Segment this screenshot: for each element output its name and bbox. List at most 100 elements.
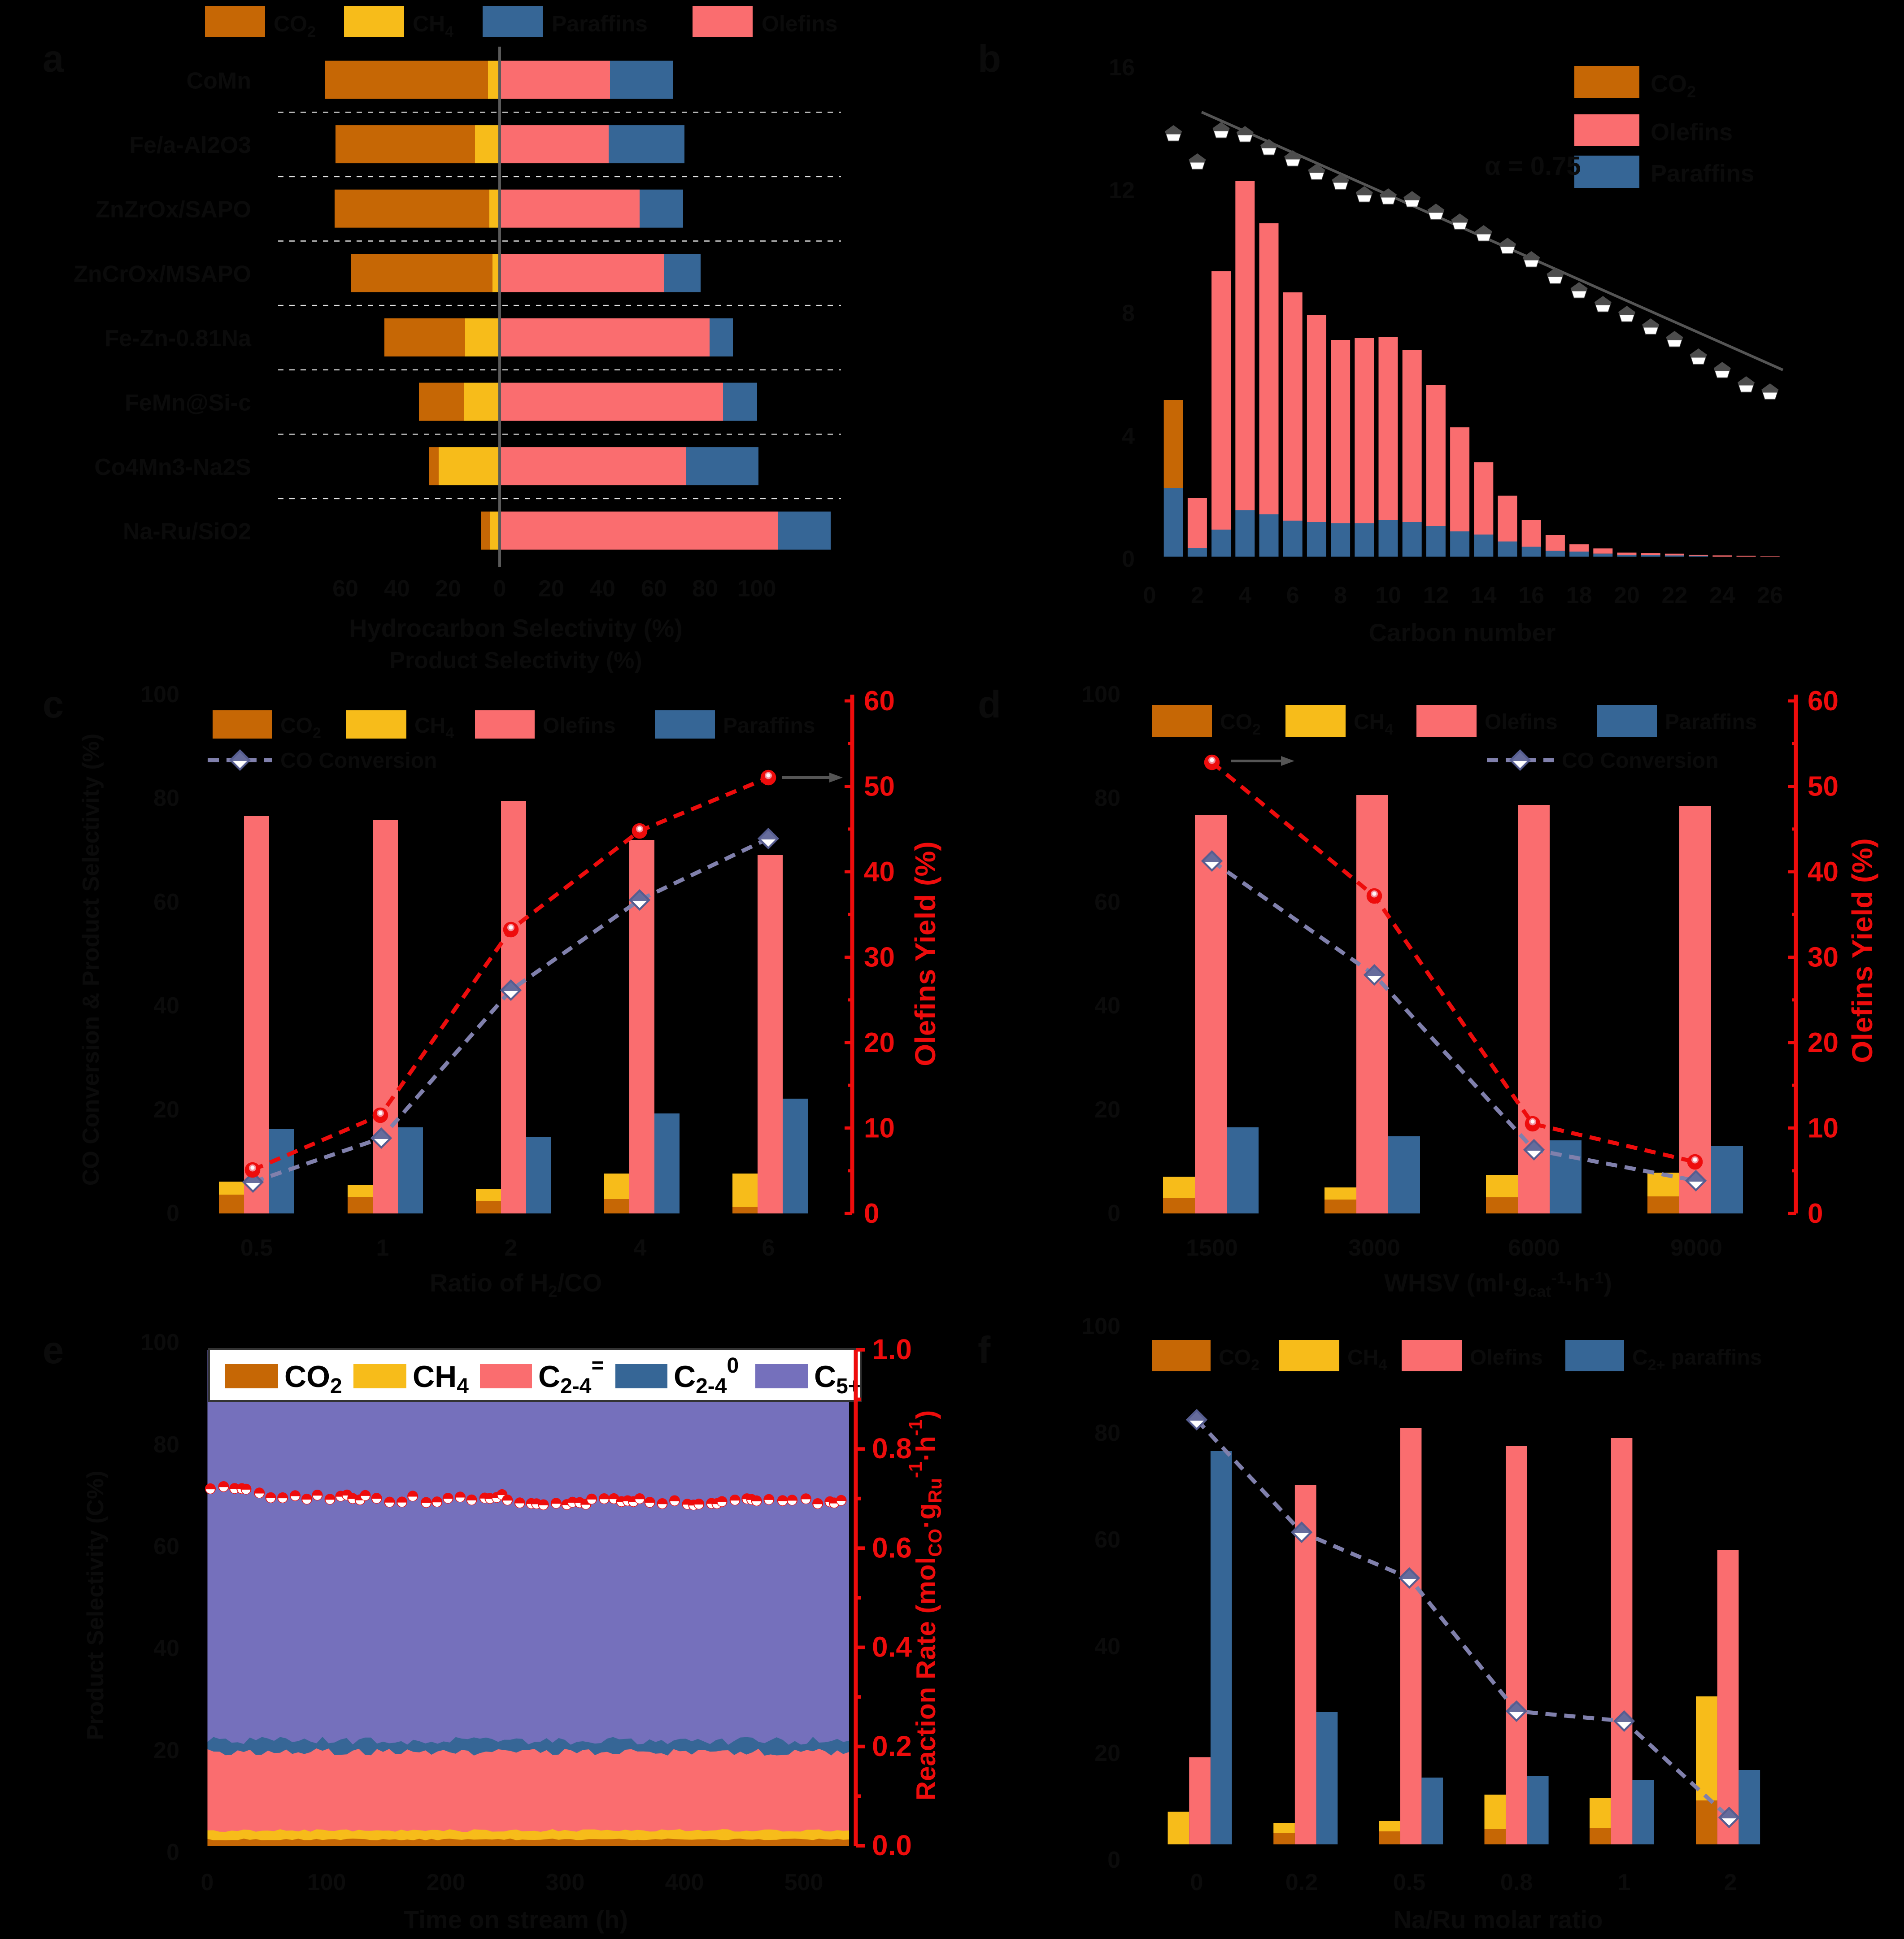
svg-text:80: 80 bbox=[692, 576, 718, 602]
svg-text:0.4: 0.4 bbox=[872, 1631, 912, 1663]
svg-text:Olefins: Olefins bbox=[1485, 710, 1558, 734]
svg-text:20: 20 bbox=[435, 576, 461, 602]
svg-text:CO2: CO2 bbox=[1220, 710, 1261, 738]
svg-text:20: 20 bbox=[864, 1027, 895, 1058]
svg-text:Paraffins: Paraffins bbox=[1665, 710, 1757, 734]
svg-text:40: 40 bbox=[153, 1635, 179, 1661]
svg-text:1.0: 1.0 bbox=[872, 1333, 912, 1365]
svg-text:80: 80 bbox=[153, 1432, 179, 1458]
svg-text:60: 60 bbox=[864, 686, 895, 717]
svg-text:8: 8 bbox=[1122, 300, 1135, 326]
svg-text:22: 22 bbox=[1661, 583, 1687, 609]
svg-text:0.8: 0.8 bbox=[1500, 1869, 1533, 1896]
svg-text:2: 2 bbox=[505, 1235, 518, 1261]
svg-text:0: 0 bbox=[166, 1200, 179, 1226]
svg-text:100: 100 bbox=[1081, 1313, 1120, 1339]
svg-text:0.5: 0.5 bbox=[240, 1235, 273, 1261]
svg-text:10: 10 bbox=[1375, 583, 1401, 609]
svg-text:0: 0 bbox=[493, 576, 506, 602]
svg-text:CH4: CH4 bbox=[1354, 710, 1393, 738]
svg-text:0.0: 0.0 bbox=[872, 1829, 912, 1861]
svg-text:C2+ paraffins: C2+ paraffins bbox=[1632, 1346, 1762, 1374]
svg-text:Na-Ru/SiO2: Na-Ru/SiO2 bbox=[123, 519, 251, 545]
svg-text:20: 20 bbox=[1614, 583, 1640, 609]
svg-text:14: 14 bbox=[1471, 583, 1497, 609]
svg-text:6: 6 bbox=[762, 1235, 775, 1261]
svg-text:60: 60 bbox=[153, 889, 179, 915]
svg-text:8: 8 bbox=[1334, 583, 1347, 609]
svg-text:12: 12 bbox=[1423, 583, 1449, 609]
svg-text:Olefins: Olefins bbox=[1470, 1346, 1543, 1369]
svg-text:Hydrocarbon Selectivity (%): Hydrocarbon Selectivity (%) bbox=[349, 614, 683, 642]
svg-text:0: 0 bbox=[201, 1869, 214, 1896]
svg-text:20: 20 bbox=[1094, 1097, 1120, 1123]
svg-text:60: 60 bbox=[641, 576, 667, 602]
svg-text:1: 1 bbox=[376, 1235, 389, 1261]
svg-text:20: 20 bbox=[538, 576, 564, 602]
svg-text:CH4: CH4 bbox=[413, 11, 453, 40]
svg-text:Paraffins: Paraffins bbox=[723, 714, 815, 738]
svg-text:100: 100 bbox=[307, 1869, 346, 1896]
svg-text:Ratio of H2/CO: Ratio of H2/CO bbox=[430, 1269, 602, 1300]
svg-text:1: 1 bbox=[1618, 1869, 1631, 1896]
svg-text:2: 2 bbox=[1724, 1869, 1737, 1896]
svg-text:CH4: CH4 bbox=[1347, 1346, 1387, 1374]
svg-text:0: 0 bbox=[864, 1198, 879, 1229]
svg-text:500: 500 bbox=[784, 1869, 823, 1896]
svg-text:Product Selectivity (C%): Product Selectivity (C%) bbox=[83, 1470, 109, 1740]
svg-text:Olefins: Olefins bbox=[543, 714, 616, 738]
svg-text:a: a bbox=[43, 38, 64, 80]
svg-text:0.2: 0.2 bbox=[1285, 1869, 1318, 1896]
svg-text:24: 24 bbox=[1709, 583, 1735, 609]
svg-text:30: 30 bbox=[1808, 942, 1839, 973]
svg-text:0: 0 bbox=[166, 1839, 179, 1865]
svg-text:40: 40 bbox=[864, 856, 895, 887]
svg-text:60: 60 bbox=[1808, 686, 1839, 717]
svg-text:40: 40 bbox=[1094, 1634, 1120, 1660]
svg-text:Olefins: Olefins bbox=[1651, 119, 1733, 146]
svg-text:60: 60 bbox=[332, 576, 358, 602]
svg-text:CO2: CO2 bbox=[1219, 1346, 1259, 1374]
svg-text:0: 0 bbox=[1122, 546, 1135, 572]
svg-text:e: e bbox=[43, 1329, 64, 1372]
svg-text:12: 12 bbox=[1109, 178, 1135, 204]
svg-text:0: 0 bbox=[1107, 1847, 1120, 1873]
svg-text:30: 30 bbox=[864, 942, 895, 973]
svg-text:CO2: CO2 bbox=[280, 714, 321, 742]
svg-text:40: 40 bbox=[384, 576, 410, 602]
svg-text:C2-40: C2-40 bbox=[674, 1354, 739, 1398]
svg-text:Na/Ru molar ratio: Na/Ru molar ratio bbox=[1394, 1905, 1603, 1934]
svg-text:FeMn@Si-c: FeMn@Si-c bbox=[125, 390, 251, 416]
svg-text:80: 80 bbox=[153, 785, 179, 811]
svg-text:6000: 6000 bbox=[1508, 1235, 1560, 1261]
svg-text:0: 0 bbox=[1808, 1198, 1823, 1229]
svg-text:0.8: 0.8 bbox=[872, 1432, 912, 1465]
svg-text:20: 20 bbox=[1808, 1027, 1839, 1058]
svg-text:0: 0 bbox=[1143, 583, 1156, 609]
svg-text:100: 100 bbox=[737, 576, 776, 602]
svg-text:Fe/a-Al2O3: Fe/a-Al2O3 bbox=[129, 132, 251, 158]
svg-text:ZnCrOx/MSAPO: ZnCrOx/MSAPO bbox=[74, 261, 251, 287]
svg-text:0.2: 0.2 bbox=[872, 1730, 912, 1762]
svg-text:ZnZrOx/SAPO: ZnZrOx/SAPO bbox=[96, 197, 251, 223]
svg-text:Olefins: Olefins bbox=[762, 11, 837, 36]
svg-text:0: 0 bbox=[1190, 1869, 1203, 1896]
svg-text:CoMn: CoMn bbox=[187, 68, 251, 94]
svg-text:200: 200 bbox=[427, 1869, 466, 1896]
svg-text:20: 20 bbox=[153, 1738, 179, 1764]
svg-text:100: 100 bbox=[140, 1330, 179, 1356]
svg-text:0.5: 0.5 bbox=[1393, 1869, 1425, 1896]
svg-text:CH4: CH4 bbox=[414, 714, 454, 742]
svg-text:4: 4 bbox=[1122, 423, 1135, 449]
svg-text:80: 80 bbox=[1094, 1420, 1120, 1446]
svg-text:20: 20 bbox=[153, 1097, 179, 1123]
svg-text:Product Selectivity (%): Product Selectivity (%) bbox=[389, 648, 642, 674]
svg-text:20: 20 bbox=[1094, 1740, 1120, 1766]
svg-text:3000: 3000 bbox=[1348, 1235, 1400, 1261]
svg-text:2: 2 bbox=[1191, 583, 1204, 609]
svg-text:40: 40 bbox=[589, 576, 615, 602]
svg-text:1500: 1500 bbox=[1186, 1235, 1238, 1261]
svg-text:60: 60 bbox=[1094, 1527, 1120, 1553]
svg-text:Fe-Zn-0.81Na: Fe-Zn-0.81Na bbox=[105, 326, 252, 352]
svg-text:40: 40 bbox=[1808, 856, 1839, 887]
